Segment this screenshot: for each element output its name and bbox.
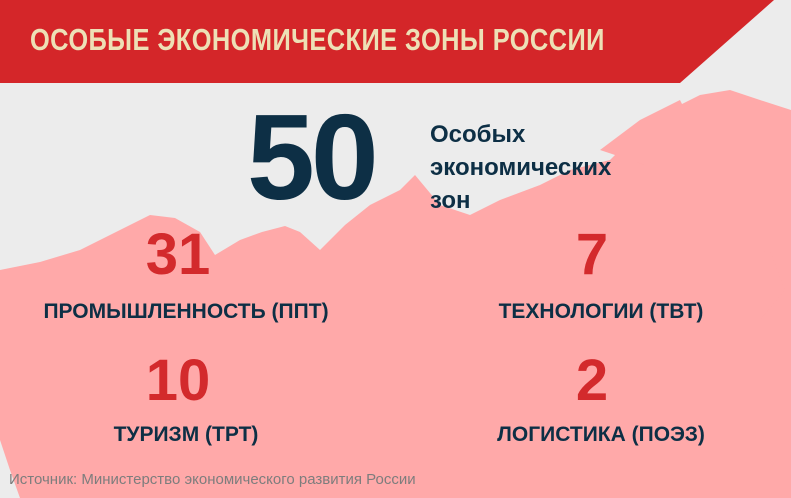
page-title: ОСОБЫЕ ЭКОНОМИЧЕСКИЕ ЗОНЫ РОССИИ [30,22,605,57]
total-zones-caption: Особых экономических зон [430,118,611,217]
industry-value: 31 [145,222,211,287]
logistics-label: ЛОГИСТИКА (ПОЭЗ) [497,423,705,446]
tourism-value: 10 [145,348,211,413]
source-note: Источник: Министерство экономического ра… [9,471,416,488]
industry-label: ПРОМЫШЛЕННОСТЬ (ППТ) [43,300,329,323]
caption-line: Особых [430,121,526,148]
caption-line: зон [430,187,471,214]
technology-value: 7 [575,222,609,287]
tourism-label: ТУРИЗМ (ТРТ) [113,423,259,446]
caption-line: экономических [430,154,612,181]
logistics-value: 2 [575,348,609,413]
technology-label: ТЕХНОЛОГИИ (ТВТ) [498,300,704,323]
title-banner [0,0,774,83]
total-zones-value: 50 [247,89,379,225]
